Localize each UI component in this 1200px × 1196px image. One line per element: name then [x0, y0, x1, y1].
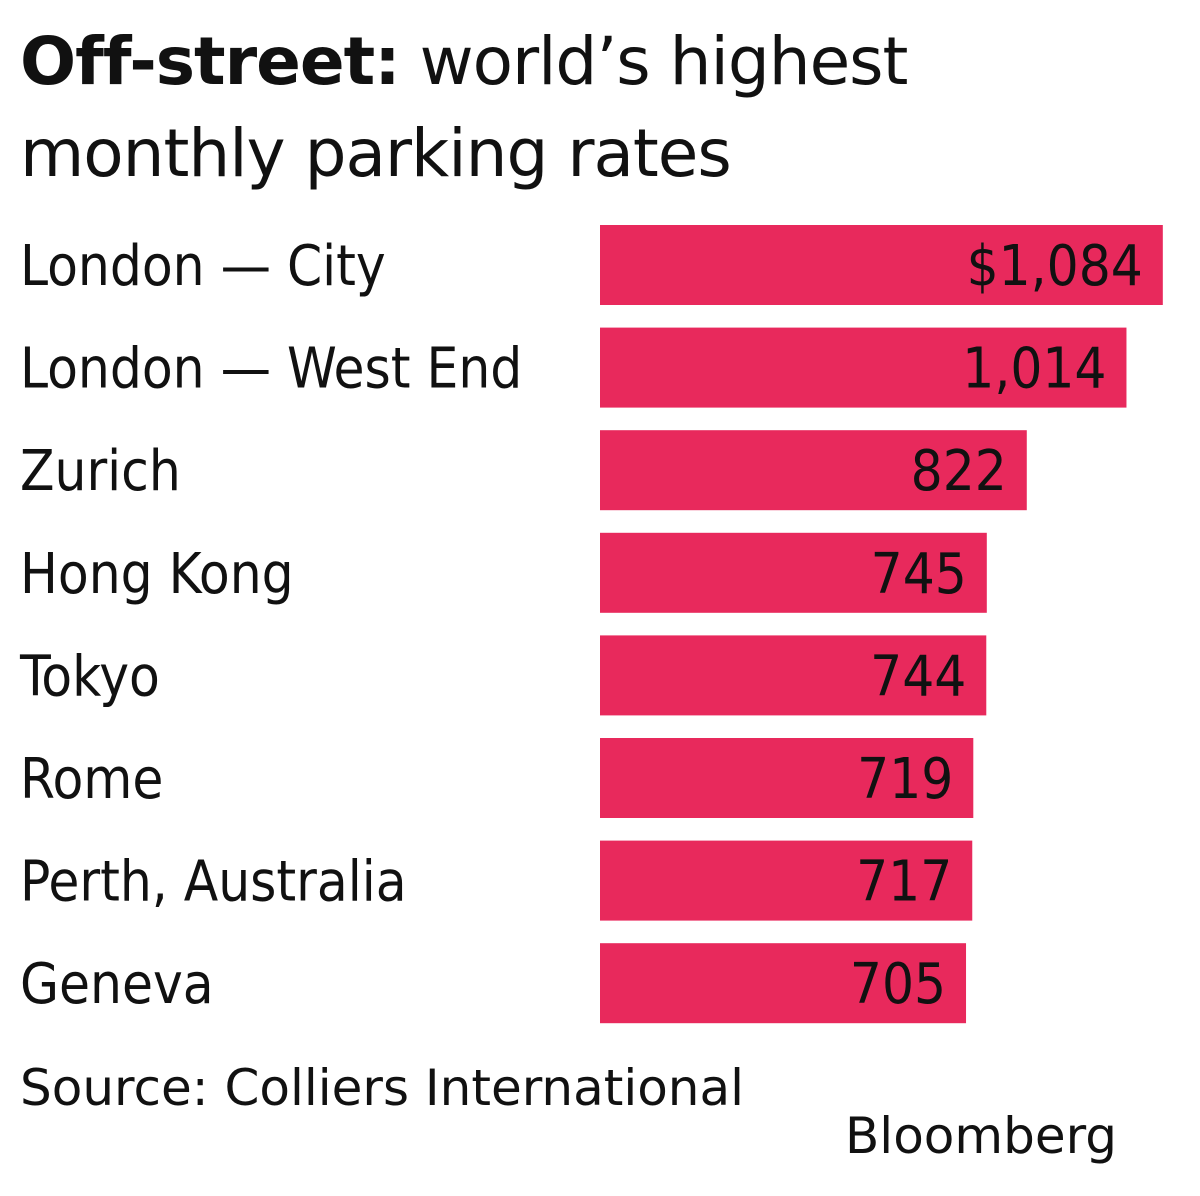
- value-label: 744: [870, 644, 966, 709]
- value-label: 1,014: [962, 337, 1106, 402]
- bar: [600, 943, 967, 1024]
- bar: [600, 738, 974, 818]
- value-label: 822: [911, 439, 1007, 504]
- source-note: Source: Colliers International: [20, 1059, 745, 1117]
- chart-title-bold: Off-street:: [20, 23, 401, 100]
- bar: [600, 840, 973, 921]
- bar: [600, 635, 987, 716]
- category-label: Geneva: [20, 952, 214, 1017]
- value-label: $1,084: [967, 234, 1143, 299]
- value-label: 745: [871, 542, 967, 607]
- category-label: Rome: [20, 747, 163, 812]
- value-label: 719: [857, 747, 953, 812]
- bar: [600, 225, 1163, 305]
- category-label: Zurich: [20, 439, 181, 504]
- category-label: London — West End: [20, 337, 522, 402]
- chart-title-rest: world’s highest monthly parking rates: [20, 23, 908, 192]
- bar: [600, 430, 1027, 511]
- category-label: London — City: [20, 234, 386, 299]
- category-label: Perth, Australia: [20, 850, 407, 915]
- value-label: 717: [856, 850, 952, 915]
- category-label: Hong Kong: [20, 542, 294, 607]
- value-label: 705: [850, 952, 946, 1017]
- bar: [600, 327, 1127, 408]
- bar: [600, 532, 987, 613]
- brand-logo: Bloomberg: [845, 1107, 1117, 1165]
- chart-title: Off-street: world’s highest monthly park…: [20, 16, 1160, 200]
- category-label: Tokyo: [19, 644, 160, 709]
